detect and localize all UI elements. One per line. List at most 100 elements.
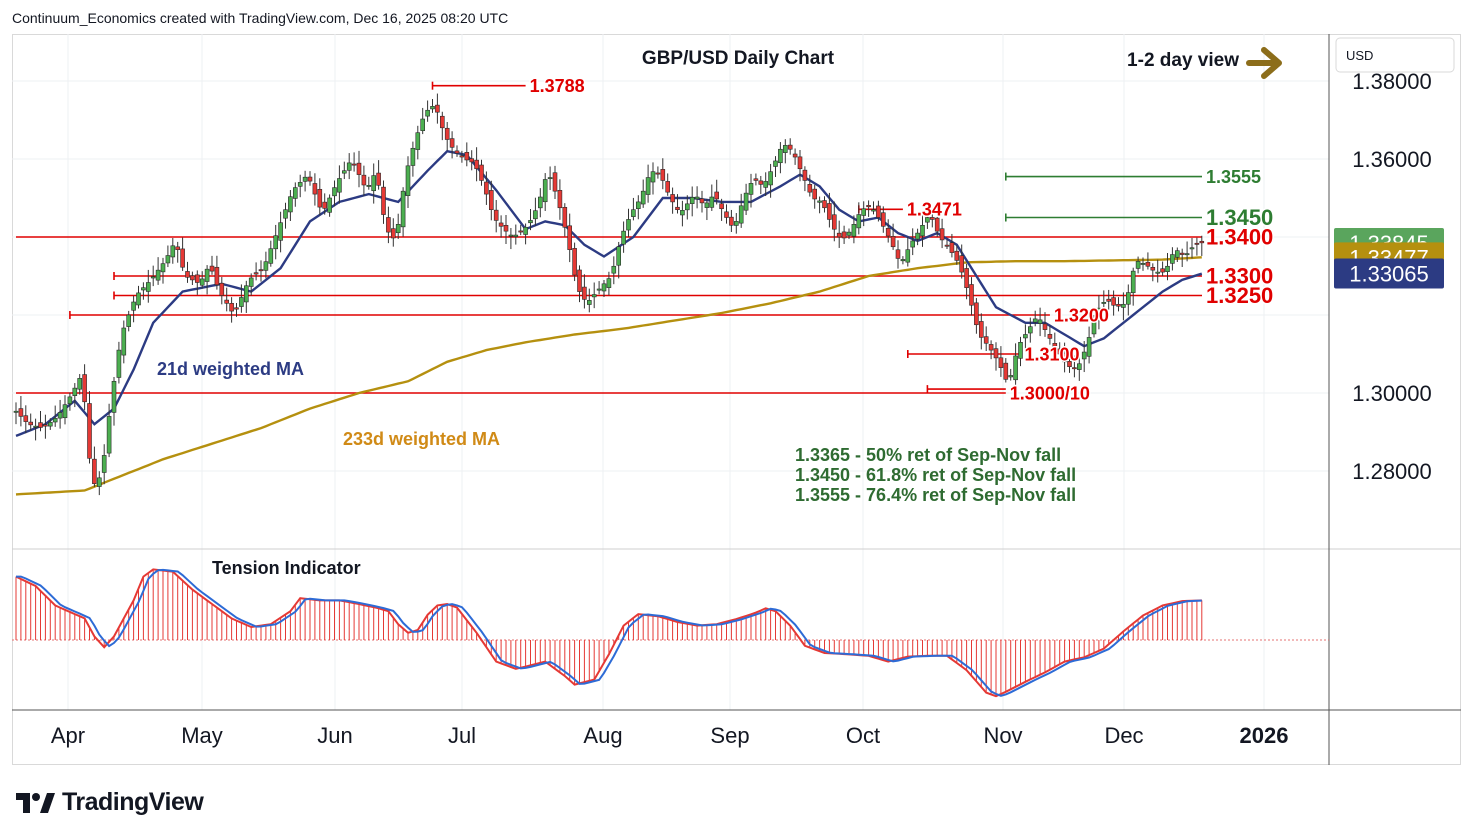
candle-body [969, 284, 974, 306]
candle-body [190, 275, 195, 281]
candle-body [689, 197, 695, 204]
candle-body [709, 196, 715, 208]
candle-body [567, 225, 573, 250]
candle-body [640, 190, 646, 205]
candle-body [1106, 298, 1111, 302]
candle-body [616, 246, 622, 266]
candle-body [552, 172, 558, 192]
candle-body [787, 144, 793, 150]
candle-body [43, 424, 48, 427]
candle-body [386, 217, 391, 233]
candle-body [782, 145, 788, 153]
candle-body [268, 248, 274, 264]
candle-body [518, 230, 524, 233]
candle-body [317, 188, 323, 208]
candle-body [768, 171, 773, 186]
candle-body [1037, 319, 1043, 324]
time-tick-label: Jul [448, 723, 476, 748]
level-label: 1.3250 [1206, 283, 1273, 308]
candle-body [366, 185, 372, 187]
candle-body [307, 176, 313, 182]
currency-label: USD [1346, 48, 1373, 63]
candle-body [430, 106, 435, 110]
candle-body [606, 278, 612, 288]
candle-body [998, 357, 1004, 368]
candle-body [141, 287, 146, 291]
candle-body [841, 231, 847, 239]
price-axis[interactable]: 1.38000 1.36000 1.30000 1.28000 [1352, 69, 1432, 484]
retracement-note: 1.3450 - 61.8% ret of Sep-Nov fall [795, 465, 1076, 485]
candle-body [537, 196, 543, 209]
tradingview-logo[interactable]: TradingView [14, 788, 204, 817]
level-label: 1.3450 [1206, 205, 1273, 230]
candle-body [415, 132, 421, 150]
candle-body [146, 282, 151, 292]
candle-body [312, 183, 318, 195]
candle-body [773, 160, 778, 167]
candle-body [812, 188, 818, 200]
candle-body [1057, 348, 1062, 355]
retracement-note: 1.3365 - 50% ret of Sep-Nov fall [795, 445, 1061, 465]
level-label: 1.3200 [1054, 305, 1109, 325]
currency-button[interactable] [1335, 37, 1455, 73]
level-label: 1.3000/10 [1010, 383, 1090, 403]
candle-body [665, 181, 671, 193]
candle-body [57, 412, 63, 419]
level-label: 1.3100 [1025, 344, 1080, 364]
candle-body [351, 163, 357, 166]
candle-body [876, 205, 881, 218]
level-label: 1.3788 [530, 76, 585, 96]
candle-body [1086, 337, 1092, 357]
candle-body [871, 209, 876, 212]
candle-body [395, 224, 401, 234]
candle-body [1008, 375, 1014, 378]
candle-body [655, 172, 661, 175]
candle-body [1155, 271, 1160, 274]
candle-body [1126, 292, 1131, 305]
candle-body [831, 214, 837, 230]
candle-body [263, 261, 269, 271]
candle-body [444, 127, 450, 140]
time-axis[interactable]: Apr May Jun Jul Aug Sep Oct Nov Dec 2026 [51, 723, 1289, 748]
candle-body [817, 200, 822, 203]
candle-body [77, 378, 82, 390]
candle-body [586, 300, 592, 305]
candle-body [435, 104, 440, 113]
candle-body [1023, 334, 1028, 339]
candle-body [974, 302, 979, 326]
candle-body [1077, 363, 1082, 370]
candle-body [195, 274, 200, 283]
level-label: 1.3400 [1206, 225, 1273, 250]
candle-body [459, 155, 465, 158]
candle-body [650, 171, 656, 183]
candle-body [748, 183, 754, 195]
candle-body [675, 206, 680, 211]
candle-body [729, 216, 734, 226]
tension-line-red [15, 568, 1202, 698]
level-label: 1.3555 [1206, 167, 1261, 187]
candle-body [18, 408, 24, 417]
candle-body [101, 455, 107, 473]
time-tick-label: 2026 [1240, 723, 1289, 748]
candle-body [885, 227, 891, 237]
candle-body [1121, 303, 1126, 308]
candle-body [714, 191, 720, 200]
candle-body [278, 222, 283, 241]
candle-body [582, 286, 587, 300]
chart-frame [12, 34, 1461, 765]
candle-body [381, 186, 386, 215]
candle-body [562, 206, 568, 228]
candle-body [836, 232, 842, 238]
time-tick-label: Nov [983, 723, 1022, 748]
candle-body [116, 349, 122, 378]
tradingview-logo-text: TradingView [62, 788, 204, 816]
candle-body [493, 209, 499, 221]
price-badge [1334, 258, 1444, 289]
candle-body [1170, 254, 1175, 264]
candle-body [792, 153, 798, 158]
price-tick-label: 1.28000 [1352, 459, 1432, 484]
candle-body [327, 197, 332, 213]
candle-body [993, 348, 999, 359]
candle-body [160, 263, 166, 273]
